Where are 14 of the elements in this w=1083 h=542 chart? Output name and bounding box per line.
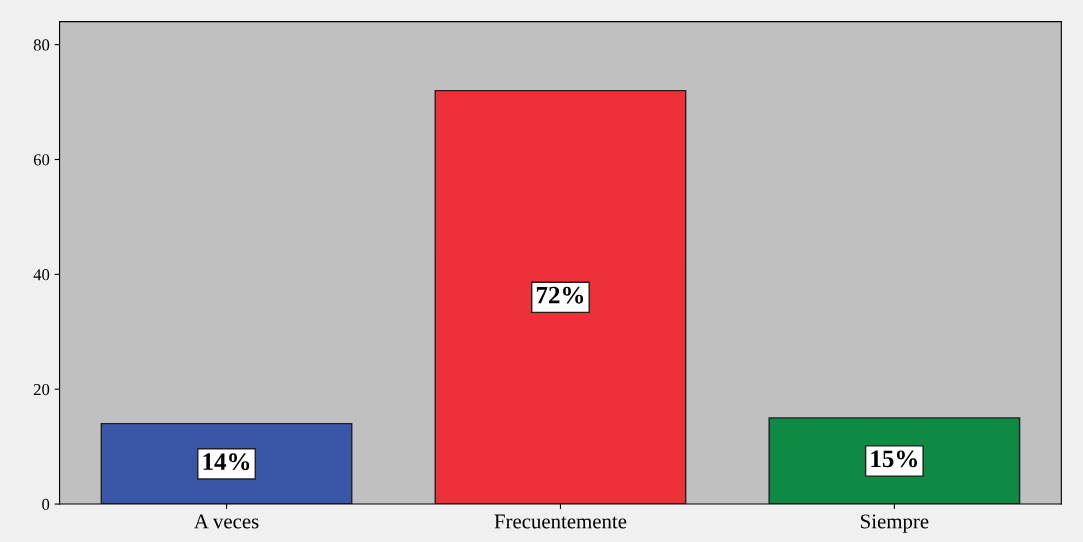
y-tick-label: 40	[33, 269, 50, 281]
y-tick-label: 80	[33, 39, 50, 51]
x-tick-label: A veces	[194, 514, 259, 529]
x-tick-label: Frecuentemente	[494, 514, 627, 529]
bar	[768, 417, 1021, 505]
data-label: 14%	[203, 453, 250, 471]
data-label: 15%	[871, 450, 918, 468]
data-label: 72%	[536, 286, 584, 304]
bar	[100, 422, 353, 505]
y-tick-label: 20	[33, 383, 50, 396]
x-tick-label: Siempre	[861, 514, 929, 533]
y-tick-label: 60	[33, 154, 50, 166]
bar	[434, 89, 687, 505]
y-tick-label: 0	[42, 498, 50, 511]
